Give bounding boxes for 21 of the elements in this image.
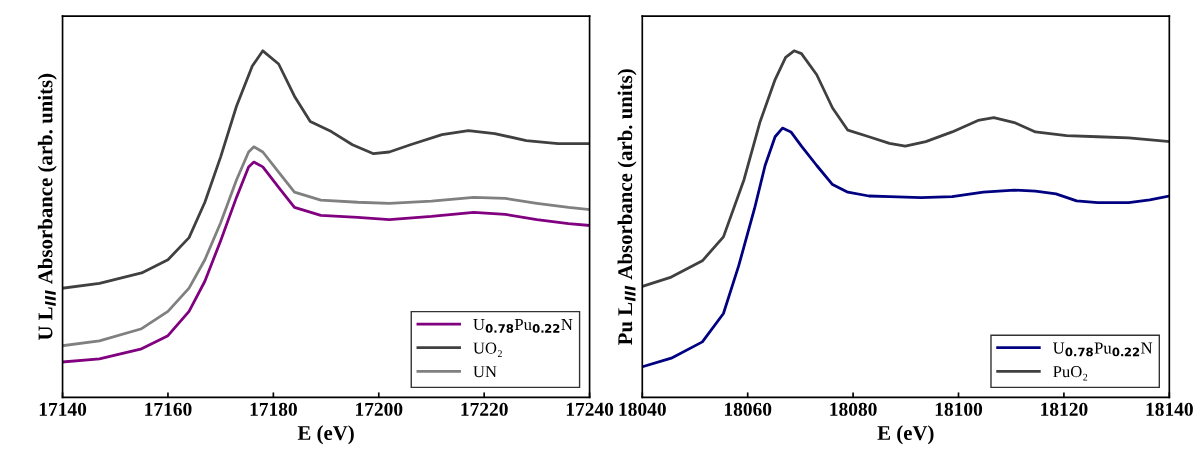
y-axis-title: U L$_{III}$ Absorbance (arb. units) — [37, 73, 57, 341]
x-axis-title: E (eV) — [877, 425, 934, 445]
x-tick-label: 18100 — [935, 402, 983, 416]
x-tick-label: 18080 — [830, 402, 877, 416]
x-axis-title: E (eV) — [297, 425, 354, 445]
x-tick-label: 17200 — [356, 402, 403, 416]
x-tick-label: 17160 — [145, 402, 192, 416]
x-tick-label: 17240 — [566, 402, 614, 416]
legend-label: UO₂ — [473, 342, 502, 357]
x-tick-label: 18060 — [724, 402, 772, 416]
x-tick-label: 17180 — [250, 402, 297, 416]
legend-label: UN — [473, 366, 497, 378]
x-tick-label: 18120 — [1041, 402, 1088, 416]
x-tick-label: 18040 — [619, 402, 666, 416]
legend-label: PuO₂ — [1053, 366, 1088, 381]
legend-label: U$_{0.78}$Pu$_{0.22}$N — [473, 319, 573, 333]
x-tick-label: 17220 — [461, 402, 508, 416]
x-tick-label: 18140 — [1146, 402, 1193, 416]
legend-label: U$_{0.78}$Pu$_{0.22}$N — [1053, 342, 1153, 357]
x-tick-label: 17140 — [39, 402, 87, 416]
y-axis-title: Pu L$_{III}$ Absorbance (arb. units) — [617, 69, 637, 345]
